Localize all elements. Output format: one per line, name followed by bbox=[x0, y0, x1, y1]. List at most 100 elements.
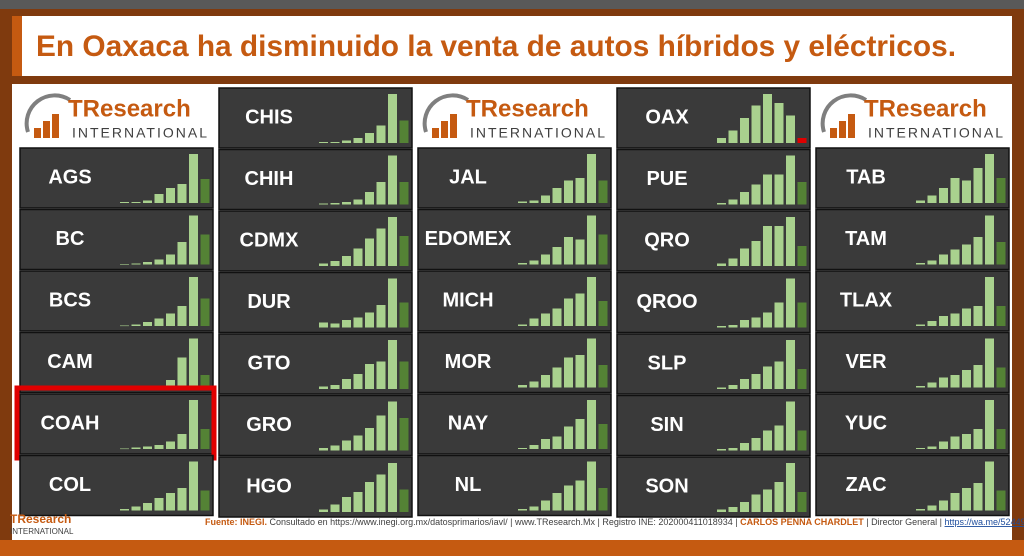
cells: TResearch INTERNATIONAL AGS BC BCS CAM COAH COL… bbox=[14, 87, 1010, 518]
bar bbox=[728, 199, 738, 205]
state-label: MICH bbox=[442, 289, 493, 311]
logo-sub: INTERNATIONAL bbox=[470, 125, 607, 141]
bar bbox=[131, 202, 141, 203]
bar bbox=[177, 184, 187, 203]
bar bbox=[786, 340, 795, 389]
bar bbox=[587, 215, 596, 265]
bar bbox=[143, 446, 152, 449]
bar bbox=[330, 504, 340, 512]
bar bbox=[388, 94, 397, 143]
bar bbox=[399, 489, 409, 512]
logo-sub: INTERNATIONAL bbox=[868, 125, 1005, 141]
bar bbox=[575, 293, 585, 326]
bar bbox=[200, 429, 210, 449]
logo-name: TResearch bbox=[864, 95, 987, 122]
bar bbox=[797, 430, 807, 451]
state-label: COL bbox=[49, 474, 91, 496]
bar bbox=[376, 125, 386, 143]
bar bbox=[717, 326, 726, 328]
bar bbox=[564, 237, 573, 265]
bar bbox=[950, 178, 960, 203]
bar bbox=[552, 493, 562, 511]
logo-bar bbox=[830, 128, 837, 138]
logo-bar bbox=[432, 128, 439, 138]
bar bbox=[786, 115, 795, 143]
bar bbox=[120, 202, 129, 203]
footer-link[interactable]: https://wa.me/524499193645 bbox=[945, 517, 1024, 527]
bar bbox=[166, 493, 175, 511]
bar bbox=[319, 448, 328, 451]
bar bbox=[177, 357, 187, 388]
bar bbox=[797, 138, 807, 143]
bar bbox=[717, 263, 726, 266]
bar bbox=[740, 502, 749, 512]
bar bbox=[330, 385, 340, 389]
footer: Fuente: INEGI. Consultado en https://www… bbox=[205, 517, 1024, 527]
bar bbox=[763, 430, 772, 451]
bar bbox=[763, 226, 772, 266]
bar bbox=[985, 400, 994, 449]
bar bbox=[353, 248, 363, 266]
bar bbox=[916, 386, 925, 388]
logo-bar bbox=[848, 114, 855, 138]
state-label: OAX bbox=[645, 106, 689, 128]
bar bbox=[342, 320, 351, 328]
bar bbox=[973, 483, 983, 511]
logo-name: TResearch bbox=[68, 95, 191, 122]
state-label: GTO bbox=[248, 352, 291, 374]
footer-logo-sub: INTERNATIONAL bbox=[10, 527, 74, 536]
bar bbox=[319, 142, 328, 143]
state-label: SLP bbox=[648, 352, 687, 374]
bar bbox=[717, 387, 726, 389]
bar bbox=[353, 492, 363, 512]
bar bbox=[399, 236, 409, 266]
bar bbox=[774, 482, 784, 512]
bar bbox=[143, 503, 152, 511]
bar bbox=[319, 386, 328, 389]
bar bbox=[319, 203, 328, 205]
bar bbox=[200, 375, 210, 388]
bar bbox=[927, 505, 937, 511]
logo-bar bbox=[450, 114, 457, 138]
bar bbox=[740, 320, 749, 328]
logo-sub: INTERNATIONAL bbox=[72, 125, 209, 141]
bar bbox=[330, 261, 340, 266]
bar bbox=[319, 322, 328, 328]
bar bbox=[939, 188, 948, 203]
bar bbox=[717, 203, 726, 205]
bar bbox=[200, 179, 210, 203]
bar bbox=[177, 434, 187, 449]
bar bbox=[319, 263, 328, 266]
logo-arc bbox=[422, 93, 470, 133]
logo-arc bbox=[820, 93, 868, 133]
bar bbox=[751, 438, 761, 451]
bar bbox=[552, 367, 562, 388]
bar bbox=[950, 493, 960, 511]
title: En Oaxaca ha disminuido la venta de auto… bbox=[36, 30, 956, 63]
bar bbox=[740, 443, 749, 451]
bar bbox=[751, 105, 761, 143]
bar bbox=[950, 375, 960, 388]
bar bbox=[575, 355, 585, 388]
bar bbox=[587, 154, 596, 203]
bar bbox=[376, 305, 386, 328]
bar bbox=[143, 322, 152, 326]
bar bbox=[598, 180, 608, 203]
bar bbox=[962, 488, 971, 511]
bar bbox=[177, 488, 187, 511]
bar bbox=[786, 278, 795, 328]
bar bbox=[939, 316, 948, 326]
bar bbox=[541, 195, 550, 203]
bar bbox=[154, 259, 164, 265]
bar bbox=[541, 439, 550, 449]
bar bbox=[166, 313, 175, 326]
bar bbox=[189, 400, 198, 449]
bar bbox=[797, 182, 807, 205]
bar bbox=[740, 118, 749, 143]
bar bbox=[985, 215, 994, 265]
bar bbox=[399, 120, 409, 143]
bar bbox=[927, 260, 937, 265]
state-label: BCS bbox=[49, 289, 91, 311]
bar bbox=[763, 489, 772, 512]
state-label: QRO bbox=[644, 229, 690, 251]
